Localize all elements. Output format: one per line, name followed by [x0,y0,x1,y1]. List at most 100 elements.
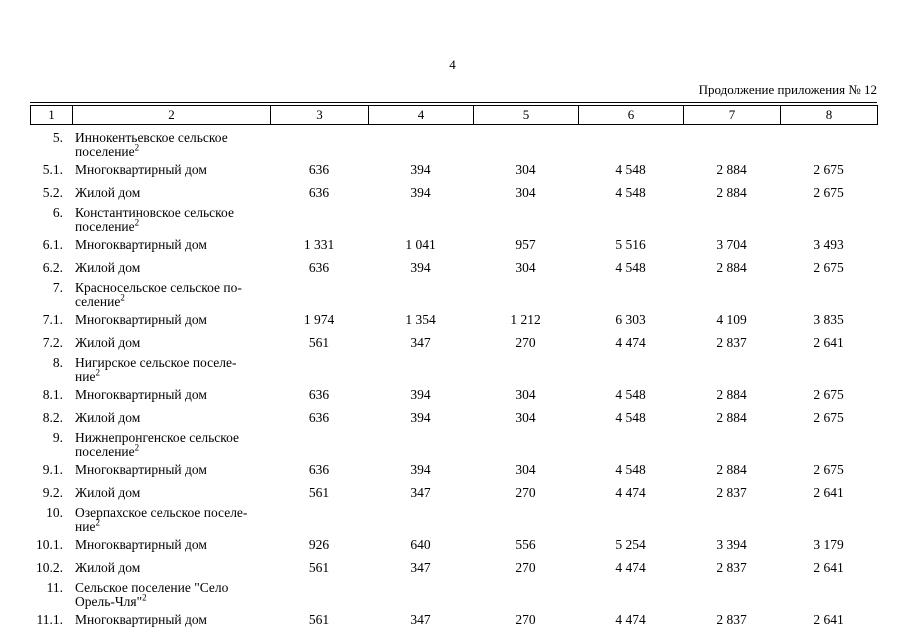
value-cell: 270 [515,612,536,627]
value-cell: 2 675 [813,409,844,425]
row-name-line: ние2 [75,367,100,384]
table-row: 10. Озерпахское сельское поселе-ние2 [30,504,877,534]
row-number: 5. [52,130,63,145]
value-cell: 2 837 [716,559,747,575]
table-body: 5. Иннокентьевское сельское поселение2 5.1.… [30,129,877,632]
value-cell: 561 [308,559,330,575]
footnote-marker: 2 [142,592,147,602]
value-cell: 4 109 [716,312,747,327]
value-cell: 4 474 [615,612,646,627]
row-number: 6. [52,205,63,220]
row-name: Нижнепронгенское сельское поселение2 [72,429,270,459]
table-row: 5.2. Жилой дом 636 394 304 4 548 2 884 2 675 [30,182,877,205]
row-number: 6.2. [42,259,63,275]
row-name-line: Сельское поселение "Село [75,580,229,595]
value-cell [473,279,578,309]
row-number: 7.1. [42,312,63,327]
value-cell [368,204,473,234]
value-cell: 2 837 [716,334,747,350]
value-cell [270,429,368,459]
value-cell: 636 [308,184,330,200]
value-cell: 636 [308,387,330,402]
value-cell [368,354,473,384]
value-cell: 2 675 [813,162,844,177]
value-cell: 347 [410,612,431,627]
row-name-line: Нигирское сельское поселе- [75,355,237,370]
value-cell: 2 884 [716,162,747,177]
value-cell: 636 [308,259,330,275]
value-cell [683,354,780,384]
row-number: 10.2. [36,559,63,575]
value-cell [270,579,368,609]
value-cell [780,129,877,159]
value-cell: 347 [410,559,431,575]
value-cell [473,129,578,159]
row-name: Многоквартирный дом [72,384,270,407]
value-cell: 4 548 [615,387,646,402]
table-row: 6.1. Многоквартирный дом 1 331 1 041 957 5 51… [30,234,877,257]
row-name: Жилой дом [72,182,270,205]
column-header-8: 8 [780,105,878,125]
row-name: Жилой дом [72,407,270,430]
value-cell: 270 [515,334,536,350]
value-cell: 561 [308,484,330,500]
row-number: 10. [46,505,63,520]
value-cell [270,204,368,234]
column-header-7: 7 [683,105,781,125]
value-cell: 4 474 [615,559,646,575]
row-name: Многоквартирный дом [72,459,270,482]
value-cell: 2 675 [813,462,844,477]
value-cell [270,129,368,159]
row-number: 11.1. [36,612,64,627]
value-cell: 2 884 [716,184,747,200]
table-row: 7. Красносельское сельское по-селение2 [30,279,877,309]
value-cell [473,579,578,609]
row-name: Многоквартирный дом [72,609,270,632]
value-cell: 561 [308,612,330,627]
table-row: 11.1. Многоквартирный дом 561 347 270 4 474 2 … [30,609,877,632]
value-cell [780,504,877,534]
value-cell [578,204,683,234]
value-cell [578,579,683,609]
value-cell [473,504,578,534]
value-cell: 304 [515,409,536,425]
value-cell [270,279,368,309]
value-cell: 1 212 [510,312,541,327]
value-cell [780,579,877,609]
value-cell: 394 [410,259,431,275]
value-cell: 2 641 [813,334,844,350]
row-name-line: поселение2 [75,142,140,159]
row-number: 8.2. [42,409,63,425]
value-cell: 4 548 [615,259,646,275]
footnote-marker: 2 [134,217,140,227]
row-name-line: Многоквартирный дом [75,237,207,252]
table-row: 9. Нижнепронгенское сельское поселение2 [30,429,877,459]
row-name: Жилой дом [72,482,270,505]
value-cell [270,354,368,384]
value-cell: 270 [515,559,536,575]
value-cell: 304 [515,462,536,477]
row-number: 8. [52,355,63,370]
value-cell: 6 303 [615,312,646,327]
value-cell: 270 [515,484,536,500]
row-number: 6.1. [42,237,63,252]
row-number: 9.2. [42,484,63,500]
value-cell [578,504,683,534]
value-cell [780,204,877,234]
appendix-caption: Продолжение приложения № 12 [698,82,877,97]
value-cell [368,504,473,534]
row-name-line: Красносельское сельское по- [75,280,242,295]
table-row: 9.1. Многоквартирный дом 636 394 304 4 548 2 8… [30,459,877,482]
row-number: 5.1. [42,162,63,177]
value-cell [270,504,368,534]
table-row: 6. Константиновское сельское поселение2 [30,204,877,234]
column-header-6: 6 [578,105,684,125]
row-name: Нигирское сельское поселе-ние2 [72,354,270,384]
row-name: Озерпахское сельское поселе-ние2 [72,504,270,534]
value-cell: 2 675 [813,184,844,200]
value-cell: 561 [308,334,330,350]
value-cell: 4 474 [615,334,646,350]
table-row: 8.2. Жилой дом 636 394 304 4 548 2 884 2 675 [30,407,877,430]
row-name-line: Озерпахское сельское поселе- [75,505,248,520]
